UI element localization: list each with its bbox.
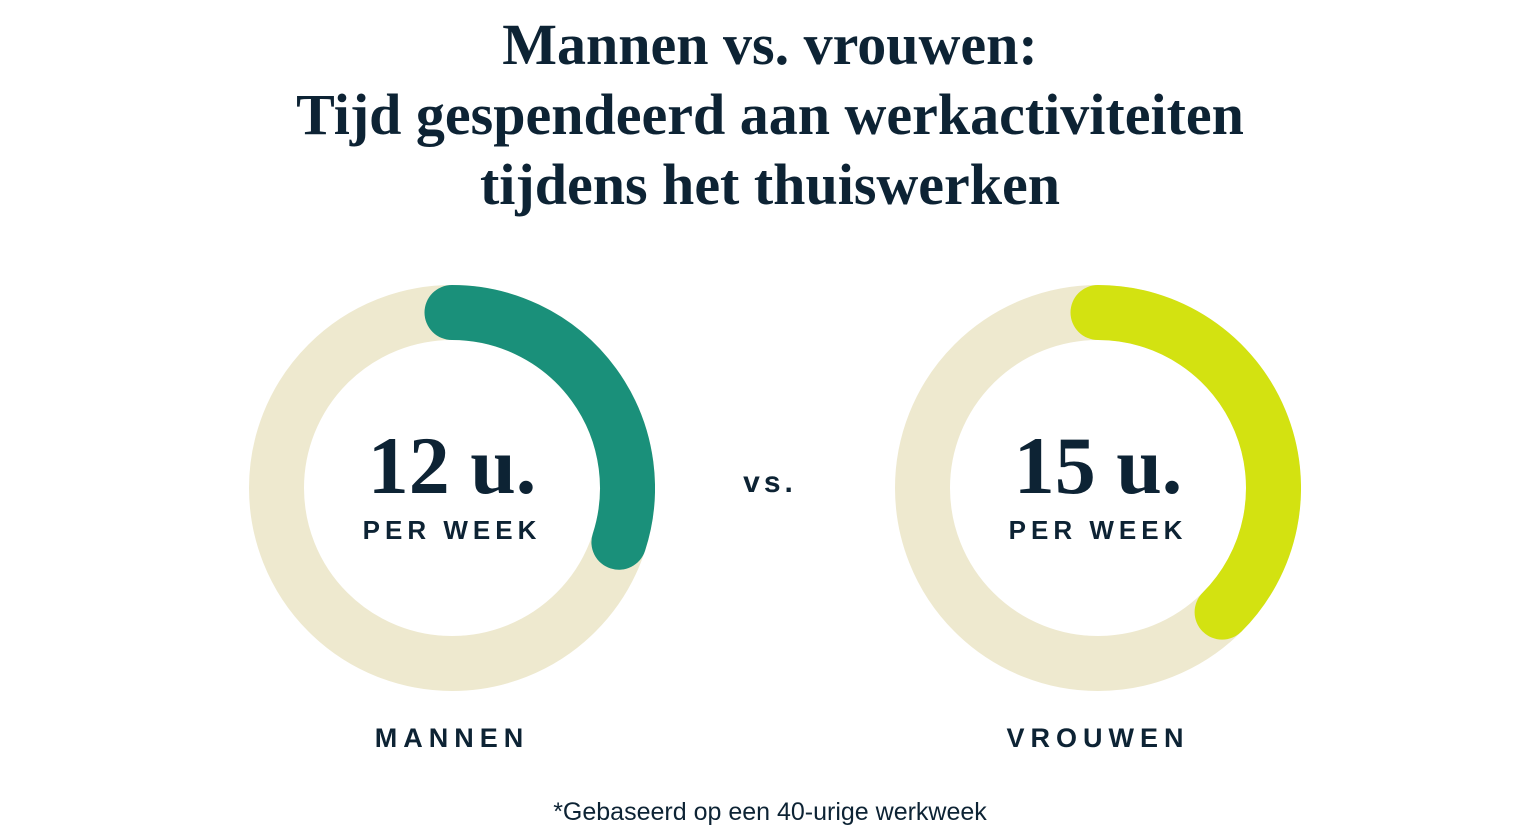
donut-chart-mannen: 12 u. PER WEEK [249, 285, 655, 691]
title-line-1: Mannen vs. vrouwen: [502, 12, 1038, 77]
footnote: *Gebaseerd op een 40-urige werkweek [553, 798, 987, 826]
title-line-3: tijdens het thuiswerken [479, 152, 1061, 217]
vs-label: vs. [743, 466, 797, 499]
donut-arc [1070, 285, 1301, 640]
donut-figure-vrouwen: 15 u. PER WEEK VROUWEN [895, 285, 1301, 754]
donut-arc [424, 285, 655, 570]
donut-chart-vrouwen: 15 u. PER WEEK [895, 285, 1301, 691]
page-title: Mannen vs. vrouwen: Tijd gespendeerd aan… [0, 10, 1540, 220]
title-line-2: Tijd gespendeerd aan werkactiviteiten [296, 82, 1244, 147]
group-label-vrouwen: VROUWEN [1006, 723, 1190, 753]
group-label-mannen: MANNEN [374, 723, 530, 753]
donut-figure-mannen: 12 u. PER WEEK MANNEN [249, 285, 655, 754]
donut-svg-mannen [249, 285, 655, 691]
donut-svg-vrouwen [895, 285, 1301, 691]
